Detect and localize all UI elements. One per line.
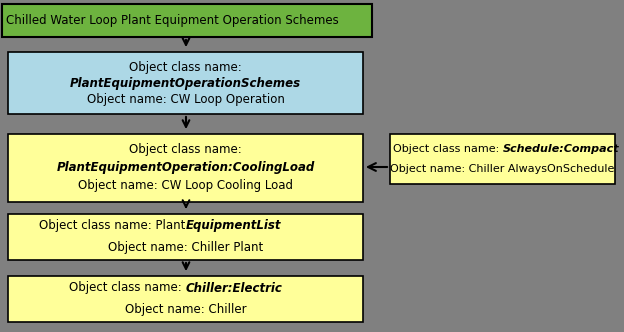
Bar bbox=[8, 52, 363, 114]
Bar bbox=[2, 4, 372, 37]
Bar bbox=[390, 134, 615, 184]
Text: Object name: Chiller AlwaysOnSchedule: Object name: Chiller AlwaysOnSchedule bbox=[391, 164, 615, 174]
Text: Schedule:Compact: Schedule:Compact bbox=[502, 144, 619, 154]
Text: Object name: CW Loop Operation: Object name: CW Loop Operation bbox=[87, 94, 285, 107]
Text: EquipmentList: EquipmentList bbox=[185, 219, 281, 232]
Text: Object name: Chiller Plant: Object name: Chiller Plant bbox=[108, 241, 263, 255]
Text: Object class name:: Object class name: bbox=[129, 60, 242, 73]
Text: Object class name: Plant: Object class name: Plant bbox=[39, 219, 185, 232]
Bar bbox=[8, 134, 363, 202]
Bar bbox=[8, 214, 363, 260]
Text: PlantEquipmentOperation:CoolingLoad: PlantEquipmentOperation:CoolingLoad bbox=[56, 161, 314, 175]
Bar bbox=[8, 276, 363, 322]
Text: Object class name:: Object class name: bbox=[129, 143, 242, 156]
Text: Object class name:: Object class name: bbox=[392, 144, 502, 154]
Text: Object name: CW Loop Cooling Load: Object name: CW Loop Cooling Load bbox=[78, 180, 293, 193]
Text: Chilled Water Loop Plant Equipment Operation Schemes: Chilled Water Loop Plant Equipment Opera… bbox=[6, 14, 339, 27]
Text: Chiller:Electric: Chiller:Electric bbox=[185, 282, 283, 294]
Text: Object name: Chiller: Object name: Chiller bbox=[125, 303, 246, 316]
Text: Object class name:: Object class name: bbox=[69, 282, 185, 294]
Text: PlantEquipmentOperationSchemes: PlantEquipmentOperationSchemes bbox=[70, 76, 301, 90]
